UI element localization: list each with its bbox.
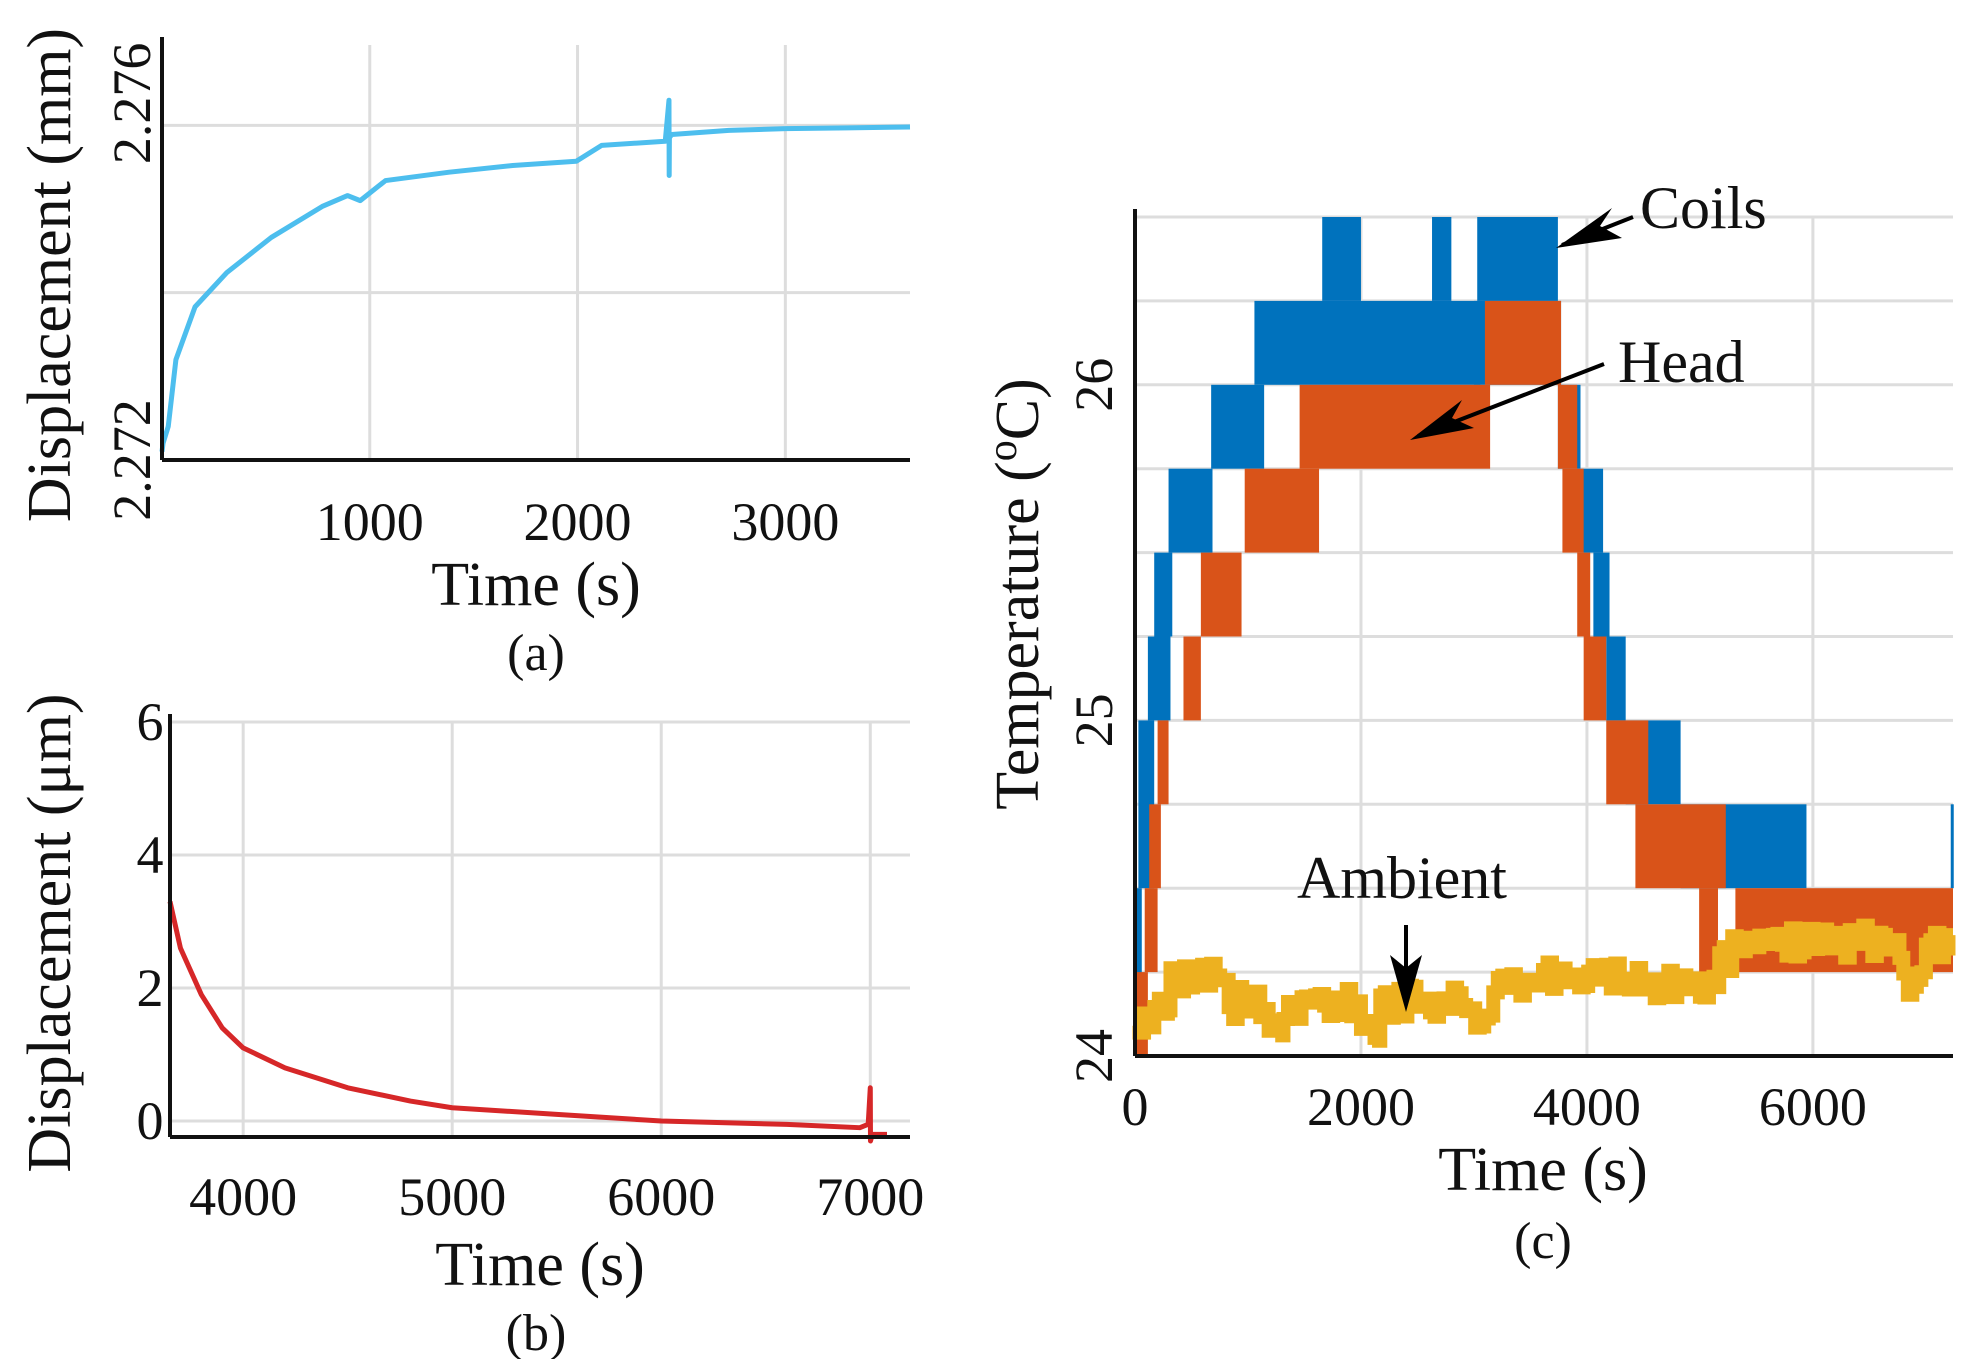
panel-b-displacement-um: 4000 5000 6000 7000 0 2 4 6: [137, 692, 925, 1227]
y-tick-label: 4: [137, 825, 164, 885]
band-head: [1200, 552, 1242, 637]
panel-b-caption: (b): [506, 1305, 567, 1359]
panel-b-xlabel: Time (s): [435, 1231, 645, 1299]
band-coils: [1147, 636, 1171, 721]
band-coils: [1950, 804, 1954, 889]
series-displacement: [159, 97, 911, 452]
panel-a-xlabel: Time (s): [431, 551, 641, 619]
band-coils: [1154, 552, 1173, 637]
x-tick-label: 6000: [607, 1167, 715, 1227]
band-coils: [1168, 468, 1213, 553]
band-head: [1583, 636, 1607, 721]
ylabel-superscript: o: [980, 440, 1026, 461]
x-tick-label: 6000: [1759, 1077, 1867, 1137]
band-coils: [1593, 552, 1610, 637]
annotation-ambient: Ambient: [1297, 845, 1507, 911]
band-head: [1557, 384, 1578, 469]
x-tick-label: 5000: [398, 1167, 506, 1227]
y-tick-label: 25: [1064, 693, 1124, 747]
band-head: [1157, 720, 1169, 805]
ylabel-part-1: Temperature (: [984, 461, 1052, 810]
annotation-coils: Coils: [1640, 175, 1767, 241]
panel-b-ylabel: Displacement (μm): [16, 693, 84, 1172]
band-head: [1635, 804, 1726, 889]
x-tick-label: 4000: [189, 1167, 297, 1227]
x-tick-label: 2000: [524, 492, 632, 552]
panel-c-temperature: 0 2000 4000 6000 24 25 26: [1064, 209, 1956, 1137]
x-tick-label: 3000: [731, 492, 839, 552]
panel-c-xlabel: Time (s): [1438, 1136, 1648, 1204]
series-displacement: [167, 901, 888, 1144]
band-head: [1183, 636, 1201, 721]
y-tick-label: 2.276: [102, 43, 162, 164]
panel-a-caption: (a): [507, 625, 565, 682]
x-tick-label: 0: [1122, 1077, 1149, 1137]
band-head: [1606, 720, 1649, 805]
band-coils: [1432, 217, 1452, 301]
band-coils: [1211, 384, 1265, 469]
band-coils: [1606, 636, 1626, 721]
band-head: [1244, 468, 1320, 553]
band-head: [1562, 468, 1584, 553]
head-arrowhead: [1410, 400, 1474, 440]
x-tick-label: 4000: [1533, 1077, 1641, 1137]
coils-arrowhead: [1556, 208, 1622, 248]
band-coils: [1477, 217, 1558, 301]
y-tick-label: 2: [137, 958, 164, 1018]
x-tick-label: 2000: [1307, 1077, 1415, 1137]
band-coils: [1580, 468, 1604, 553]
ambient-arrowhead: [1390, 955, 1422, 1012]
panel-c-caption: (c): [1514, 1213, 1572, 1270]
ylabel-part-3: C): [984, 378, 1052, 440]
y-tick-label: 2.272: [102, 399, 162, 521]
y-tick-label: 6: [137, 692, 164, 752]
band-head: [1484, 300, 1562, 385]
x-tick-label: 1000: [316, 492, 424, 552]
band-coils: [1254, 300, 1481, 385]
annotation-head: Head: [1618, 329, 1745, 395]
panel-a-displacement-mm: 1000 2000 3000 2.272 2.276: [102, 37, 911, 552]
y-tick-label: 0: [137, 1091, 164, 1151]
band-coils: [1322, 217, 1361, 301]
series-ambient: [1132, 918, 1956, 1048]
panel-c-ylabel: Temperature (oC): [980, 378, 1052, 810]
band-head: [1577, 552, 1591, 637]
y-tick-label: 26: [1064, 358, 1124, 412]
y-tick-label: 24: [1064, 1029, 1124, 1083]
band-head: [1144, 888, 1158, 973]
x-tick-label: 7000: [816, 1167, 924, 1227]
band-head: [1149, 804, 1161, 889]
panel-a-ylabel: Displacement (mm): [16, 28, 84, 522]
